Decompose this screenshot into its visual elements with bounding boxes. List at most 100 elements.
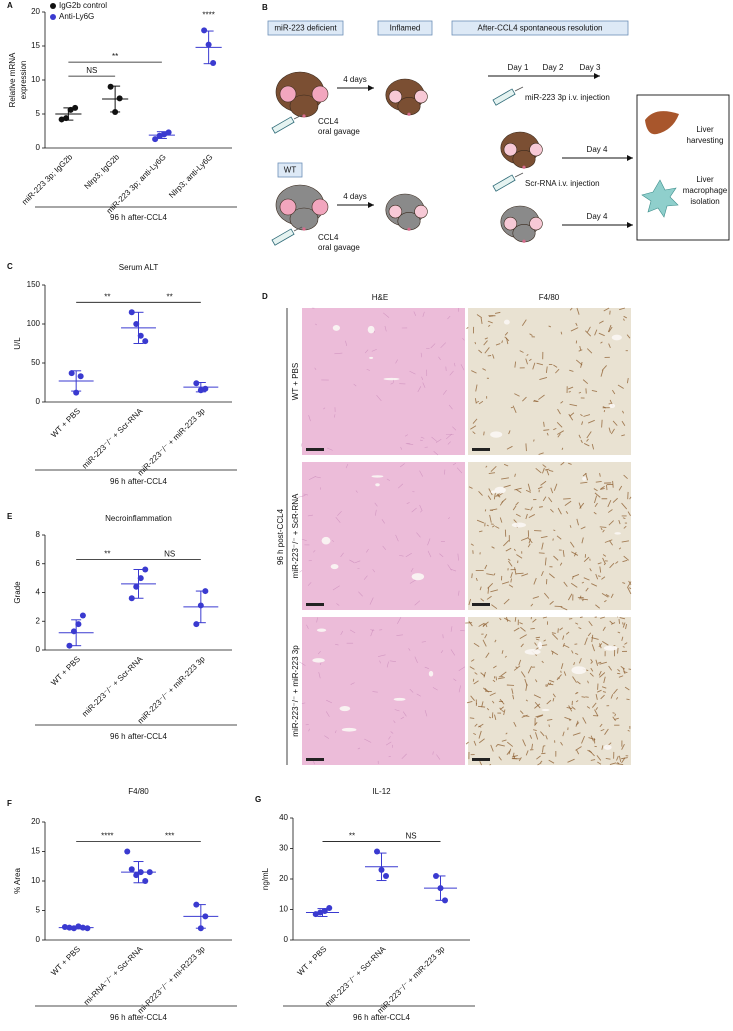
tissue-texture bbox=[472, 431, 476, 435]
syringe bbox=[492, 174, 516, 192]
row-label: WT + PBS bbox=[291, 363, 300, 400]
x-tick-label: miR-223⁻/⁻ + Scr-RNA bbox=[80, 654, 145, 719]
tissue-texture bbox=[548, 573, 555, 579]
tissue-texture bbox=[452, 462, 457, 466]
data-point bbox=[137, 575, 144, 582]
tissue-texture bbox=[470, 425, 477, 430]
tissue-texture bbox=[528, 538, 532, 544]
duration-label: 4 days bbox=[343, 75, 367, 84]
tissue-texture bbox=[300, 443, 303, 447]
tissue-texture bbox=[514, 567, 517, 575]
y-tick-label: 40 bbox=[279, 813, 288, 822]
vessel bbox=[339, 705, 351, 712]
tissue-texture bbox=[474, 672, 478, 675]
tissue-texture bbox=[595, 573, 599, 580]
tissue-texture bbox=[308, 476, 316, 480]
tissue-texture bbox=[377, 654, 386, 657]
tissue-texture bbox=[594, 502, 598, 508]
tissue-texture bbox=[555, 368, 560, 374]
tissue-texture bbox=[621, 540, 630, 543]
data-point bbox=[202, 385, 209, 392]
tissue-texture bbox=[550, 508, 554, 513]
tissue-texture bbox=[394, 709, 400, 712]
tissue-texture bbox=[507, 558, 511, 561]
data-point bbox=[142, 338, 149, 345]
x-tick-label: mi-R223⁻/⁻ + mi-R223 3p bbox=[136, 944, 207, 1015]
tissue-texture bbox=[488, 472, 496, 474]
tissue-texture bbox=[596, 689, 602, 693]
tissue-texture bbox=[578, 502, 582, 509]
tissue-texture bbox=[607, 509, 613, 513]
tissue-texture bbox=[565, 631, 570, 635]
step-box bbox=[277, 162, 303, 178]
tissue-texture bbox=[608, 665, 613, 671]
vessel bbox=[541, 708, 550, 712]
tissue-texture bbox=[605, 757, 611, 760]
tissue-texture bbox=[550, 650, 559, 656]
tissue-texture bbox=[582, 379, 589, 385]
x-tick-label: miR-223⁻/⁻ + Scr-RNA bbox=[80, 406, 145, 471]
tissue-texture bbox=[486, 524, 489, 527]
data-point bbox=[124, 848, 131, 855]
tissue-texture bbox=[539, 377, 548, 381]
significance-label: ** bbox=[104, 292, 110, 301]
tissue-texture bbox=[518, 757, 522, 762]
tissue-texture bbox=[567, 386, 574, 390]
syringe bbox=[271, 116, 295, 134]
panel-letter: A bbox=[7, 1, 13, 10]
tissue-texture bbox=[487, 587, 490, 594]
mouse-nose bbox=[522, 239, 526, 243]
tissue-texture bbox=[557, 507, 562, 515]
tissue-texture bbox=[424, 710, 428, 717]
tissue-texture bbox=[371, 349, 377, 352]
tissue-texture bbox=[557, 408, 561, 415]
tissue-texture bbox=[536, 714, 543, 718]
tissue-texture bbox=[484, 347, 490, 354]
tissue-texture bbox=[553, 555, 559, 561]
tissue-texture bbox=[318, 672, 321, 679]
micrograph bbox=[468, 617, 631, 765]
tissue-texture bbox=[565, 510, 569, 514]
caption: 96 h after-CCL4 bbox=[110, 1013, 167, 1022]
tissue-texture bbox=[580, 598, 588, 601]
tissue-texture bbox=[503, 484, 511, 488]
data-point bbox=[133, 872, 140, 879]
tissue-texture bbox=[491, 604, 498, 610]
scale-bar bbox=[472, 758, 490, 761]
tissue-texture bbox=[617, 668, 621, 672]
tissue-texture bbox=[497, 677, 505, 680]
tissue-texture bbox=[587, 680, 589, 684]
tissue-texture bbox=[571, 551, 579, 556]
tissue-texture bbox=[487, 320, 493, 324]
x-tick-label: mi-RNA⁻/⁻ + Scr-RNA bbox=[82, 944, 145, 1007]
tissue-texture bbox=[397, 483, 404, 489]
tissue-texture bbox=[559, 562, 563, 566]
tissue-texture bbox=[510, 578, 512, 583]
data-point bbox=[68, 370, 75, 377]
tissue-texture bbox=[586, 431, 592, 439]
tissue-texture bbox=[590, 735, 594, 742]
tissue-texture bbox=[393, 720, 396, 724]
tissue-texture bbox=[623, 474, 628, 479]
vessel bbox=[312, 658, 325, 663]
vessel bbox=[375, 483, 380, 487]
tissue-texture bbox=[604, 539, 613, 543]
tissue-texture bbox=[548, 497, 553, 503]
tissue-texture bbox=[563, 498, 571, 500]
tissue-texture bbox=[430, 343, 436, 349]
tissue-texture bbox=[453, 678, 457, 682]
tissue-texture bbox=[541, 660, 544, 664]
tissue-texture bbox=[552, 693, 556, 698]
tissue-texture bbox=[542, 616, 548, 619]
y-axis-label: % Area bbox=[13, 868, 22, 894]
tissue-texture bbox=[543, 592, 550, 599]
tissue-texture bbox=[552, 697, 555, 702]
data-point bbox=[61, 924, 68, 931]
tissue-texture bbox=[458, 685, 461, 693]
tissue-texture bbox=[622, 517, 626, 520]
legend-label: IgG2b control bbox=[59, 1, 107, 10]
tissue-texture bbox=[578, 434, 581, 439]
mouse-icon bbox=[275, 184, 329, 231]
scale-bar bbox=[306, 603, 324, 606]
arrow-head bbox=[627, 222, 633, 228]
